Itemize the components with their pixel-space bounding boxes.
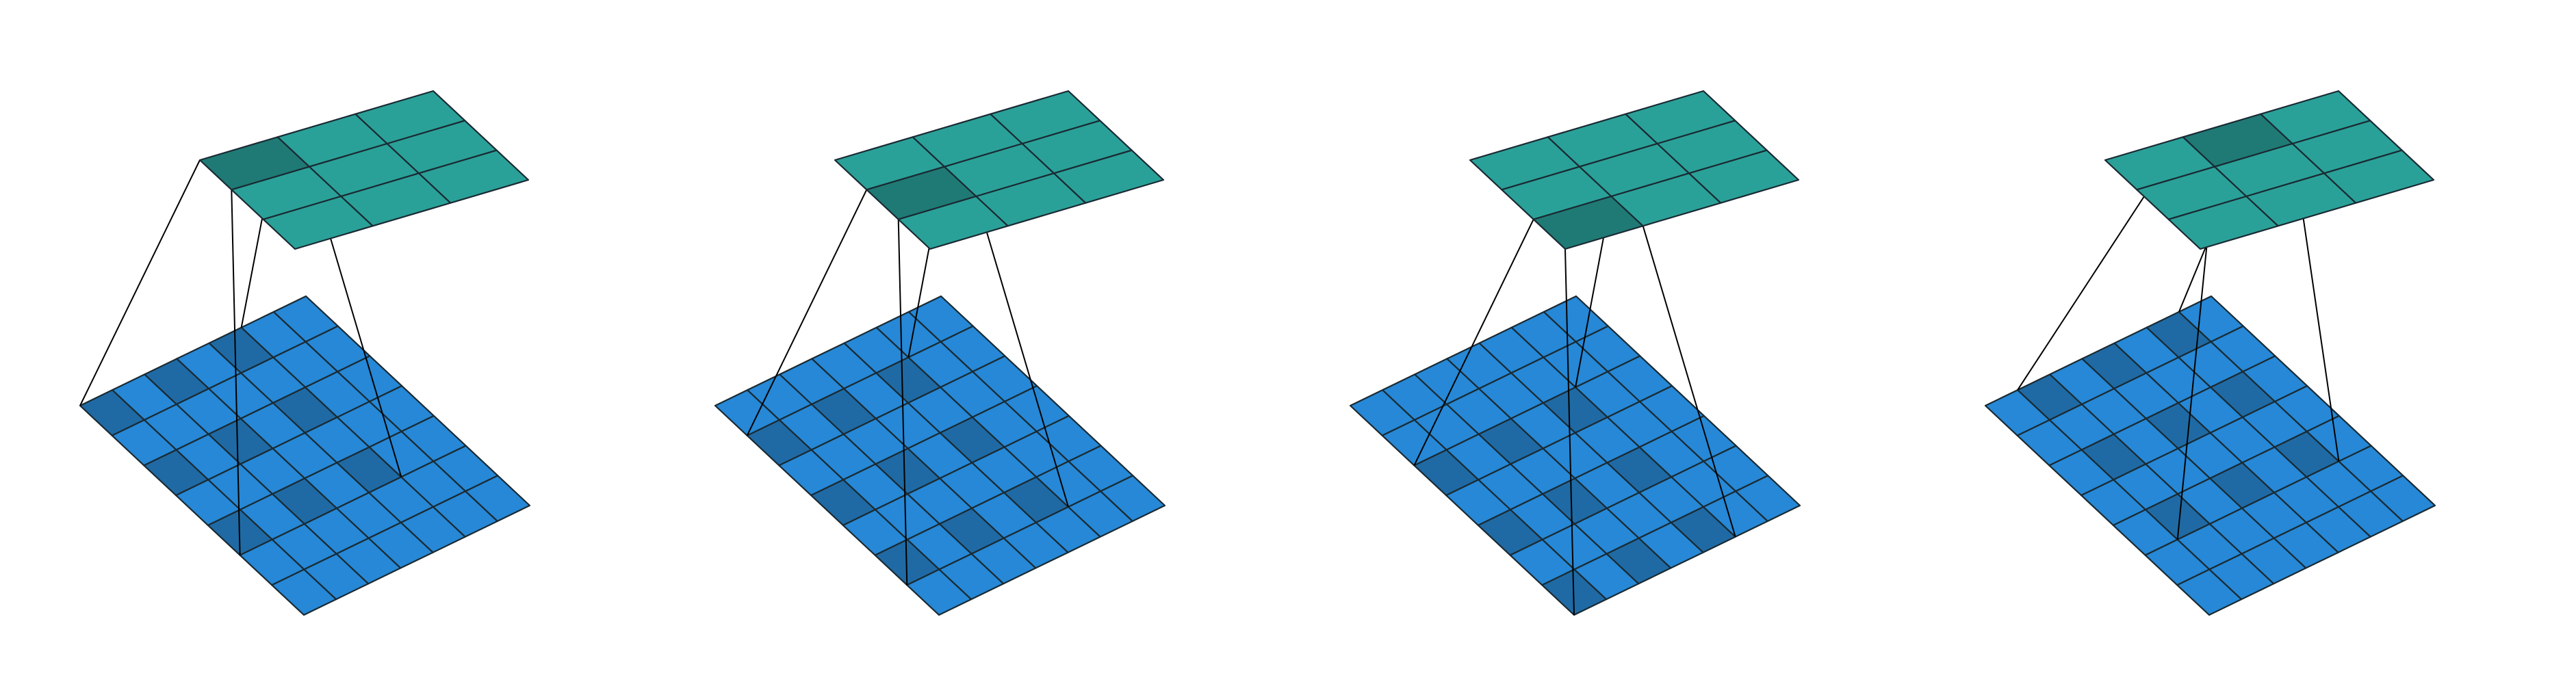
input-cell bbox=[464, 475, 531, 523]
input-cell bbox=[2370, 475, 2436, 523]
input-cell bbox=[1735, 475, 1801, 523]
projection-line bbox=[746, 189, 868, 436]
input-grid bbox=[79, 295, 531, 616]
output-cell bbox=[2323, 149, 2435, 204]
input-grid bbox=[1984, 295, 2436, 616]
output-grid bbox=[834, 90, 1165, 250]
projection-line bbox=[897, 219, 908, 586]
panel-1 bbox=[79, 90, 531, 616]
panel-3 bbox=[1349, 90, 1801, 616]
input-grid bbox=[714, 295, 1166, 616]
projection-line bbox=[1642, 226, 1736, 537]
projection-line bbox=[1413, 219, 1534, 466]
output-cell bbox=[1053, 149, 1165, 204]
input-cell bbox=[1099, 475, 1166, 523]
projection-line bbox=[231, 189, 241, 555]
output-grid bbox=[198, 90, 530, 250]
output-grid bbox=[2104, 90, 2435, 250]
projection-line bbox=[975, 196, 1069, 508]
projection-line bbox=[79, 159, 201, 406]
projection-lines bbox=[1413, 196, 1736, 616]
output-cell bbox=[1688, 149, 1800, 204]
panel-4 bbox=[1984, 90, 2436, 616]
output-grid bbox=[1469, 90, 1800, 250]
projection-line bbox=[1564, 248, 1575, 616]
output-cell bbox=[417, 149, 530, 204]
input-grid bbox=[1349, 295, 1801, 616]
panel-2 bbox=[714, 90, 1166, 616]
